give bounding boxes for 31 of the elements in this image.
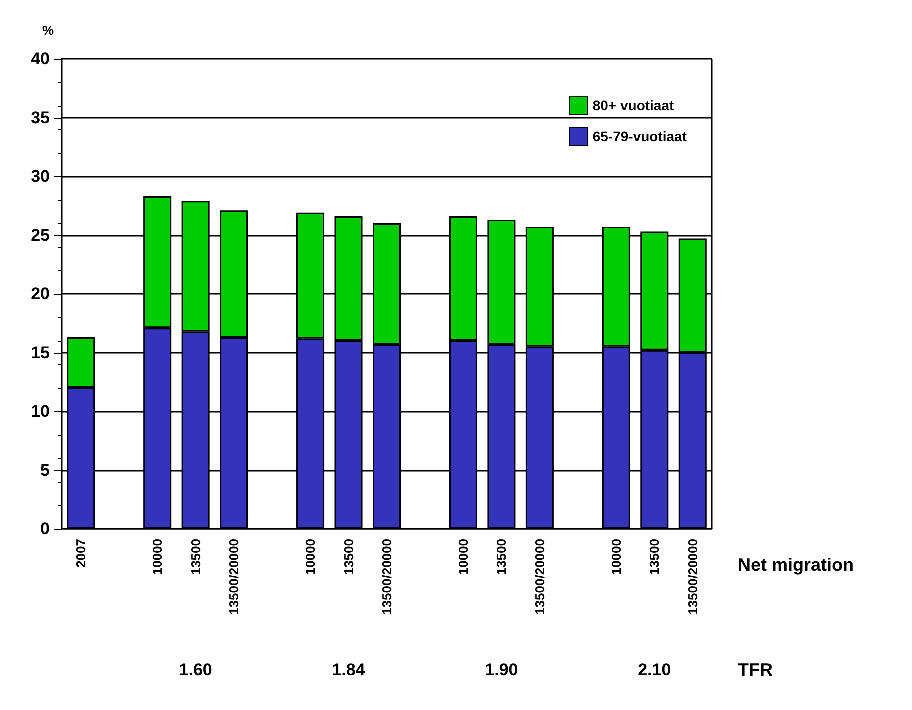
- x-tick-label: 10000: [608, 539, 624, 576]
- x-tick-label: 13500/20000: [380, 539, 394, 615]
- text: Net migration: [738, 555, 854, 575]
- y-tick-label: 15: [31, 343, 50, 362]
- y-axis-title: %: [42, 23, 54, 38]
- x-tick-label: 10000: [150, 539, 166, 576]
- text: 2.10: [638, 660, 672, 680]
- text: TFR: [738, 660, 773, 680]
- text: 1.90: [485, 660, 518, 680]
- y-tick-label: 35: [31, 108, 50, 128]
- legend-label: 80+ vuotiaat: [592, 98, 675, 114]
- y-tick-label: 0: [40, 520, 50, 538]
- y-tick-label: 5: [40, 460, 50, 480]
- x-tick-label: 13500: [647, 539, 662, 576]
- x-tick-label: 10000: [303, 539, 318, 576]
- y-tick-label: 25: [31, 226, 50, 245]
- legend-label: 65-79-vuotiaat: [592, 128, 688, 144]
- x-tick-label: 13500: [494, 539, 510, 576]
- x-tick-label: 13500/20000: [226, 539, 242, 615]
- y-tick-label: 20: [31, 284, 50, 304]
- y-tick-label: 10: [31, 402, 50, 421]
- text: 1.84: [332, 660, 366, 680]
- x-tick-label: 13500/20000: [685, 539, 700, 615]
- x-tick-label: 13500: [188, 539, 204, 576]
- x-tick-label: 13500: [341, 539, 356, 576]
- y-tick-label: 40: [31, 50, 50, 68]
- x-tick-label: 2007: [74, 539, 89, 568]
- text: 1.60: [179, 660, 212, 680]
- x-tick-label: 10000: [456, 539, 471, 576]
- y-tick-label: 30: [31, 167, 50, 186]
- x-tick-label: 13500/20000: [532, 539, 548, 615]
